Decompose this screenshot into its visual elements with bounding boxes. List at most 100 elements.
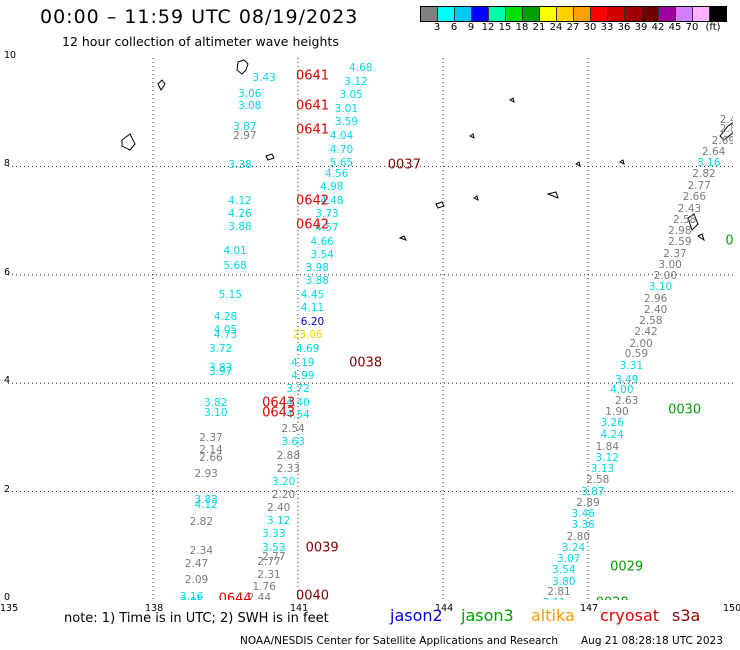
wave-height-label: 3.54 bbox=[552, 564, 576, 577]
legend-entry-cryosat: cryosat bbox=[600, 606, 660, 625]
pass-time-label: 0644 bbox=[218, 591, 252, 600]
legend-entry-altika: altika bbox=[531, 606, 575, 625]
coastline-outline bbox=[575, 161, 581, 167]
wave-height-label: 1.90 bbox=[605, 406, 629, 419]
wave-height-label: 2.40 bbox=[643, 304, 668, 317]
colorbar-swatch bbox=[455, 7, 472, 21]
footer-organization: NOAA/NESDIS Center for Satellite Applica… bbox=[240, 635, 558, 647]
wave-height-label: 3.10 bbox=[648, 281, 673, 294]
wave-height-label: 3.11 bbox=[542, 597, 565, 600]
wave-height-label: 4.56 bbox=[324, 167, 349, 180]
colorbar bbox=[420, 6, 727, 22]
wave-height-label: 3.36 bbox=[571, 519, 595, 532]
colorbar-label: 6 bbox=[450, 22, 458, 33]
wave-height-label: 3.24 bbox=[561, 541, 586, 554]
colorbar-label: 12 bbox=[481, 22, 495, 33]
pass-time-label: 0030 bbox=[668, 402, 702, 418]
map-canvas bbox=[8, 58, 733, 600]
wave-height-label: 2.58 bbox=[672, 214, 697, 227]
wave-height-label: 2.97 bbox=[233, 129, 257, 142]
pass-time-label: 0643 bbox=[262, 395, 296, 411]
wave-height-label: 2.64 bbox=[701, 146, 726, 159]
footer-timestamp: Aug 21 08:28:18 UTC 2023 bbox=[581, 635, 723, 647]
wave-height-label: 2.82 bbox=[189, 516, 214, 529]
colorbar-label: 24 bbox=[549, 22, 563, 33]
wave-height-label: 3.10 bbox=[204, 407, 228, 419]
wave-height-label: 1.84 bbox=[595, 440, 620, 453]
colorbar-swatch bbox=[472, 7, 489, 21]
wave-height-label: 2.00 bbox=[653, 270, 678, 283]
colorbar-label: 15 bbox=[498, 22, 512, 33]
wave-height-label: 2.82 bbox=[692, 167, 716, 180]
wave-height-label: 2.88 bbox=[276, 449, 301, 462]
colorbar-swatch bbox=[523, 7, 540, 21]
longitude-tick-label: 138 bbox=[145, 603, 164, 614]
coastline-outline bbox=[469, 133, 475, 139]
coastline-outline bbox=[687, 213, 699, 231]
wave-height-label: 3.38 bbox=[228, 159, 252, 172]
wave-height-label: 4.45 bbox=[300, 288, 325, 301]
wave-height-label: 4.24 bbox=[600, 428, 624, 441]
wave-height-label: 2.98 bbox=[668, 225, 692, 238]
colorbar-label: 3 bbox=[433, 22, 441, 33]
wave-height-label: 5.68 bbox=[223, 260, 247, 273]
wave-height-label: 3.80 bbox=[552, 575, 576, 588]
wave-height-label: 4.73 bbox=[213, 328, 238, 341]
wave-height-label: 5.65 bbox=[329, 157, 354, 170]
wave-height-label: 3.73 bbox=[315, 208, 339, 221]
coastline-outline bbox=[473, 195, 479, 201]
colorbar-swatch bbox=[557, 7, 574, 21]
colorbar-label: 9 bbox=[467, 22, 475, 33]
colorbar-swatch bbox=[659, 7, 676, 21]
longitude-tick-label: 141 bbox=[290, 603, 309, 614]
wave-height-label: 2.81 bbox=[547, 586, 571, 599]
wave-height-label: 2.31 bbox=[257, 568, 281, 581]
wave-height-label: 2.58 bbox=[585, 474, 610, 487]
pass-time-label: 0642 bbox=[295, 217, 330, 233]
wave-height-label: 3.13 bbox=[590, 462, 615, 475]
legend-entry-jason3: jason3 bbox=[461, 606, 514, 625]
wave-height-label: 3.59 bbox=[334, 116, 359, 129]
wave-height-label: 3.72 bbox=[208, 343, 233, 356]
wave-height-label: 2.58 bbox=[639, 314, 663, 327]
colorbar-label: (ft) bbox=[705, 22, 721, 33]
wave-height-label: 4.54 bbox=[286, 409, 310, 422]
wave-height-label: 2.34 bbox=[189, 544, 214, 557]
wave-height-label: 3.12 bbox=[595, 451, 620, 464]
pass-time-label: 0641 bbox=[295, 122, 330, 138]
wave-height-label: 2.47 bbox=[184, 557, 209, 570]
pass-time-label: 0641 bbox=[295, 98, 330, 114]
wave-height-label: 5.15 bbox=[218, 288, 243, 301]
latitude-tick-label: 8 bbox=[4, 158, 11, 170]
colorbar-label: 36 bbox=[617, 22, 631, 33]
wave-height-label: 4.69 bbox=[295, 343, 320, 356]
colorbar-swatch bbox=[676, 7, 693, 21]
colorbar-swatch bbox=[608, 7, 625, 21]
wave-height-label: 2.40 bbox=[266, 501, 291, 514]
latitude-tick-label: 4 bbox=[4, 375, 11, 387]
colorbar-swatch bbox=[591, 7, 608, 21]
wave-height-label: 3.88 bbox=[228, 220, 252, 233]
colorbar-label: 21 bbox=[532, 22, 546, 33]
colorbar-label: 70 bbox=[685, 22, 699, 33]
wave-height-label: 3.53 bbox=[262, 541, 286, 554]
colorbar-swatch bbox=[710, 7, 726, 21]
wave-height-label: 1.76 bbox=[252, 580, 276, 593]
wave-height-label: 4.28 bbox=[213, 311, 238, 324]
wave-height-label: 3.12 bbox=[266, 515, 291, 528]
wave-height-label: 4.98 bbox=[320, 180, 344, 193]
wave-height-label: 3.12 bbox=[344, 75, 368, 88]
wave-height-label: 3.49 bbox=[614, 373, 639, 386]
colorbar-swatch bbox=[506, 7, 523, 21]
wave-height-label: 4.26 bbox=[228, 208, 252, 221]
coastline-outline bbox=[435, 201, 445, 209]
wave-height-label: 2.66 bbox=[199, 451, 223, 464]
coastline-outline bbox=[157, 79, 166, 91]
colorbar-swatch bbox=[625, 7, 642, 21]
colorbar-label: 27 bbox=[566, 22, 580, 33]
colorbar-swatch bbox=[489, 7, 506, 21]
wave-height-label: 3.58 bbox=[349, 58, 372, 61]
wave-height-label: 4.00 bbox=[610, 384, 634, 397]
wave-height-label: 2.96 bbox=[643, 292, 668, 305]
wave-height-label: 3.98 bbox=[305, 262, 330, 275]
